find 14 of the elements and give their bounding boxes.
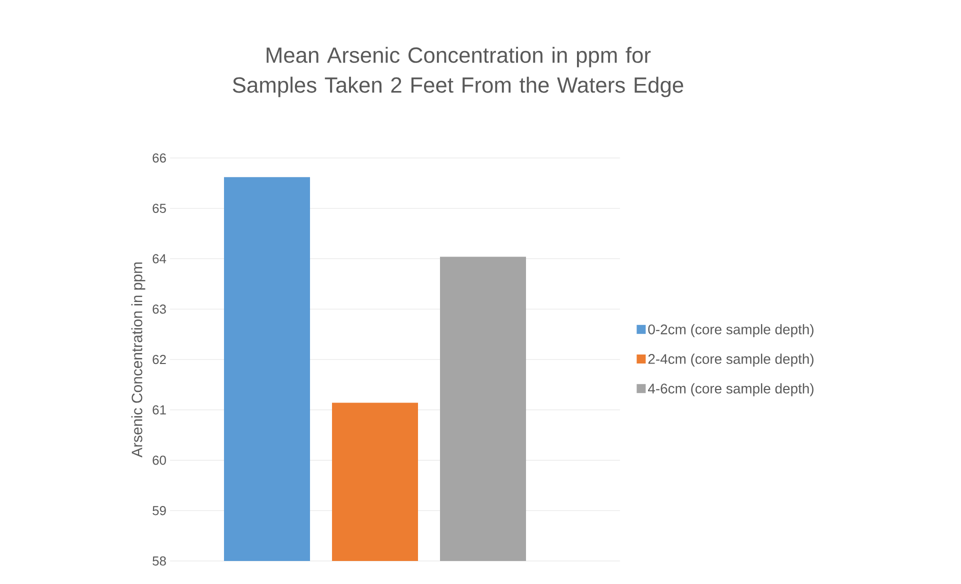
legend-label: 2-4cm (core sample depth) <box>648 354 814 367</box>
legend-label: 4-6cm (core sample depth) <box>648 383 814 396</box>
chart-title: Mean Arsenic Concentration in ppm for Samples Taken 2 Feet From the Waters Edge <box>232 46 684 98</box>
y-tick-label: 61 <box>152 405 166 414</box>
y-tick-label: 62 <box>152 354 166 364</box>
y-tick-label: 60 <box>152 456 166 465</box>
y-tick-label: 66 <box>152 153 166 163</box>
legend-label: 0-2cm (core sample depth) <box>648 324 814 338</box>
y-axis-title: Arsenic Concentration in ppm <box>131 262 146 458</box>
y-tick-label: 63 <box>152 304 166 314</box>
y-tick-label: 64 <box>152 254 166 264</box>
y-tick-label: 65 <box>152 204 166 213</box>
y-tick-label: 59 <box>152 506 166 516</box>
y-tick-label: 58 <box>152 556 166 566</box>
